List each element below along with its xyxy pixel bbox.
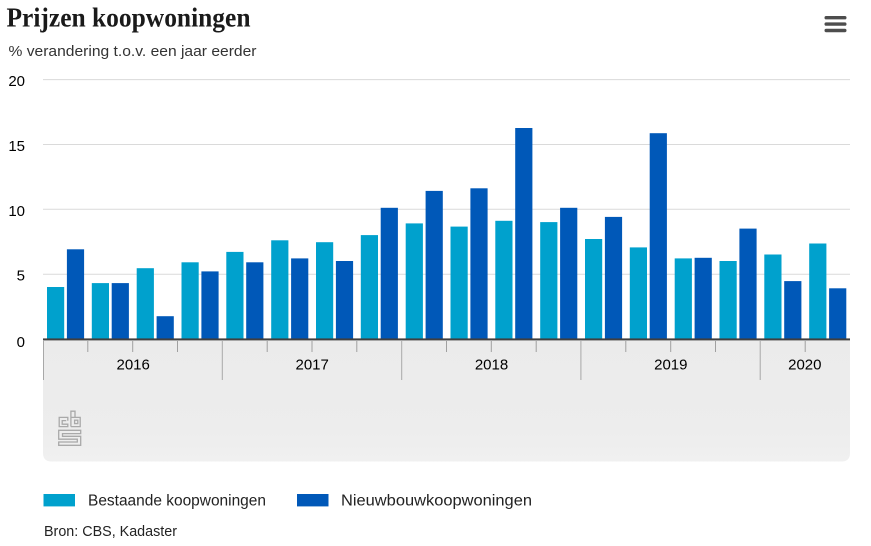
- svg-text:% verandering t.o.v. een jaar: % verandering t.o.v. een jaar eerder: [9, 43, 257, 60]
- svg-text:2019: 2019: [654, 357, 687, 374]
- svg-text:0: 0: [17, 334, 25, 351]
- svg-text:2017: 2017: [296, 357, 329, 374]
- svg-text:2020: 2020: [788, 357, 821, 374]
- svg-text:Prijzen koopwoningen: Prijzen koopwoningen: [7, 2, 251, 33]
- svg-text:10: 10: [8, 203, 25, 220]
- svg-text:Bestaande koopwoningen: Bestaande koopwoningen: [88, 493, 266, 510]
- svg-text:2018: 2018: [475, 357, 508, 374]
- svg-text:2016: 2016: [117, 357, 150, 374]
- svg-text:Nieuwbouwkoopwoningen: Nieuwbouwkoopwoningen: [341, 493, 532, 510]
- svg-text:Bron: CBS, Kadaster: Bron: CBS, Kadaster: [44, 523, 177, 540]
- svg-text:20: 20: [8, 73, 25, 90]
- svg-text:5: 5: [17, 268, 25, 285]
- svg-text:15: 15: [8, 138, 25, 155]
